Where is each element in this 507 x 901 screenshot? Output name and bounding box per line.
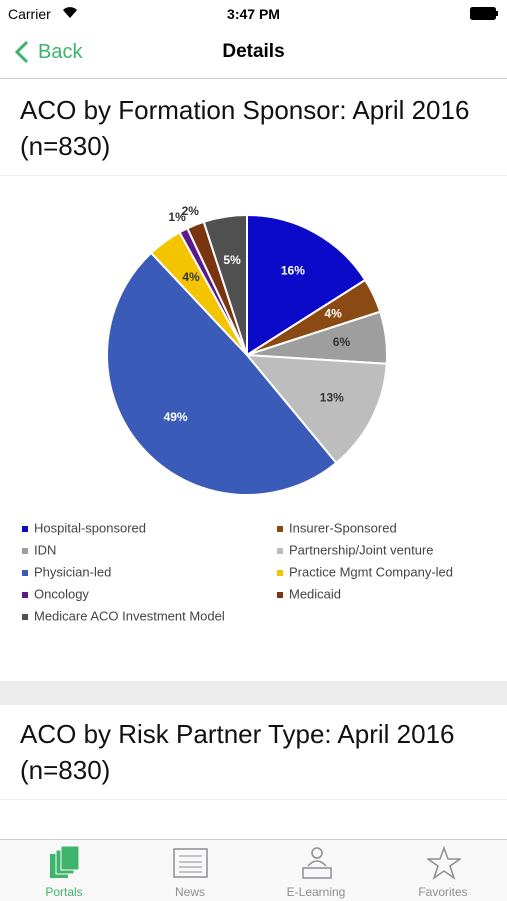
value-label: 13%: [320, 390, 344, 404]
section-title: ACO by Formation Sponsor: April 2016 (n=…: [20, 95, 470, 161]
legend-swatch: [22, 526, 28, 532]
pie-slice: [202, 213, 248, 356]
legend-swatch: [22, 592, 28, 598]
legend-label: Oncology: [34, 586, 89, 601]
battery-icon: [470, 7, 498, 20]
legend-label: Medicare ACO Investment Model: [34, 608, 225, 623]
legend-swatch: [277, 548, 283, 554]
clock: 3:47 PM: [227, 6, 280, 22]
value-label: 49%: [164, 410, 188, 424]
tab-label[interactable]: Favorites: [418, 885, 468, 899]
pie-slice: [106, 251, 338, 496]
legend-swatch: [22, 548, 28, 554]
value-label: 5%: [223, 253, 241, 267]
divider: [0, 175, 507, 176]
legend-label: Insurer-Sponsored: [289, 520, 397, 535]
back-chevron[interactable]: [14, 40, 30, 64]
value-label: 4%: [182, 270, 200, 284]
tab-label[interactable]: Portals: [45, 885, 83, 899]
tab-label[interactable]: E-Learning: [286, 885, 346, 899]
pie-slice: [246, 213, 367, 357]
nav-divider: [0, 78, 507, 79]
value-label: 1%: [168, 210, 186, 224]
pie-slice: [244, 353, 388, 465]
legend-label: IDN: [34, 542, 56, 557]
legend-label: Medicaid: [289, 586, 341, 601]
legend-label: Practice Mgmt Company-led: [289, 564, 453, 579]
favorites-icon[interactable]: [427, 846, 461, 880]
section-gap: [0, 681, 507, 705]
value-label: 16%: [281, 264, 305, 278]
value-label: 4%: [324, 307, 342, 321]
chart: 16% 4% 6% 13% 49% 4% 1%2% 5% Hospital-sponsored I…: [22, 204, 453, 623]
back-button[interactable]: Back: [38, 41, 83, 63]
tab-label[interactable]: News: [174, 885, 205, 899]
nav-title: Details: [222, 41, 285, 62]
legend-swatch: [277, 570, 283, 576]
legend-label: Hospital-sponsored: [34, 520, 146, 535]
divider: [0, 799, 507, 800]
section-title: ACO by Risk Partner Type: April 2016 (n=…: [20, 719, 455, 785]
carrier: Carrier: [8, 6, 51, 22]
legend-swatch: [277, 592, 283, 598]
legend-label: Physician-led: [34, 564, 111, 579]
tab-bar: [0, 839, 507, 901]
wifi-icon: [63, 7, 77, 18]
legend-label: Partnership/Joint venture: [289, 542, 434, 557]
legend-swatch: [22, 614, 28, 620]
value-label: 6%: [333, 335, 351, 349]
value-label: 2%: [182, 204, 200, 218]
legend-swatch: [22, 570, 28, 576]
elearning-icon[interactable]: [300, 846, 334, 880]
legend-swatch: [277, 526, 283, 532]
portals-icon[interactable]: [48, 846, 80, 880]
news-icon[interactable]: [173, 848, 209, 878]
